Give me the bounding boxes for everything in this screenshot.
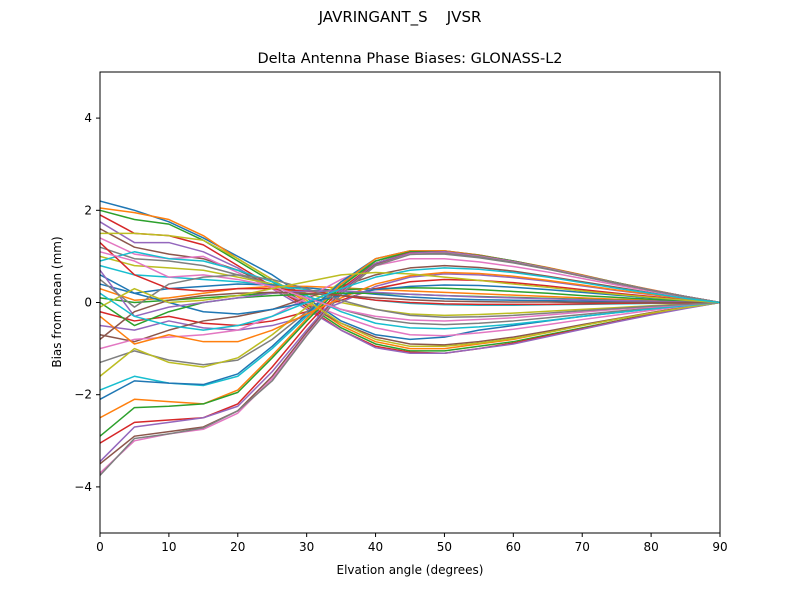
series-line (99, 278, 721, 327)
series-line (99, 287, 721, 304)
series-line (99, 252, 721, 476)
x-tick-label: 90 (712, 540, 727, 554)
series-line (99, 274, 721, 318)
series-line (99, 283, 721, 315)
x-tick-label: 40 (368, 540, 383, 554)
series-line (99, 251, 721, 322)
series-line (99, 251, 721, 444)
series-line (99, 269, 721, 318)
series-line (99, 257, 721, 350)
series-line (99, 246, 721, 326)
series-line (99, 221, 721, 354)
series-line (100, 232, 721, 348)
x-tick-label: 30 (299, 540, 314, 554)
x-tick-label: 20 (230, 540, 245, 554)
x-tick-label: 50 (437, 540, 452, 554)
series-line (99, 267, 721, 331)
y-axis-ticks: −4 −2 0 2 4 (74, 111, 100, 494)
series-line (99, 264, 721, 343)
series-line (99, 274, 720, 304)
chart-title: Delta Antenna Phase Biases: GLONASS-L2 (257, 51, 562, 67)
y-tick-label: 0 (84, 296, 92, 310)
x-tick-label: 10 (161, 540, 176, 554)
x-tick-label: 70 (575, 540, 590, 554)
y-tick-label: 2 (84, 203, 92, 217)
series-line (99, 271, 721, 308)
x-axis-label: Elvation angle (degrees) (337, 563, 484, 577)
y-tick-label: −2 (74, 388, 92, 402)
series-line (99, 251, 721, 330)
series-line (99, 285, 721, 304)
series-line (99, 242, 721, 306)
series-line (99, 237, 721, 337)
y-tick-label: 4 (84, 111, 92, 125)
x-tick-label: 60 (506, 540, 521, 554)
figure-suptitle: JAVRINGANT_S JVSR (318, 8, 482, 26)
y-axis-label: Bias from mean (mm) (50, 236, 64, 367)
series-line (99, 271, 721, 345)
x-axis-ticks: 0 10 20 30 40 50 60 70 80 90 (96, 533, 728, 554)
x-tick-label: 0 (96, 540, 104, 554)
series-layer (99, 200, 721, 476)
series-line (99, 255, 721, 317)
y-tick-label: −4 (74, 480, 92, 494)
series-line (99, 291, 720, 340)
x-tick-label: 80 (643, 540, 658, 554)
